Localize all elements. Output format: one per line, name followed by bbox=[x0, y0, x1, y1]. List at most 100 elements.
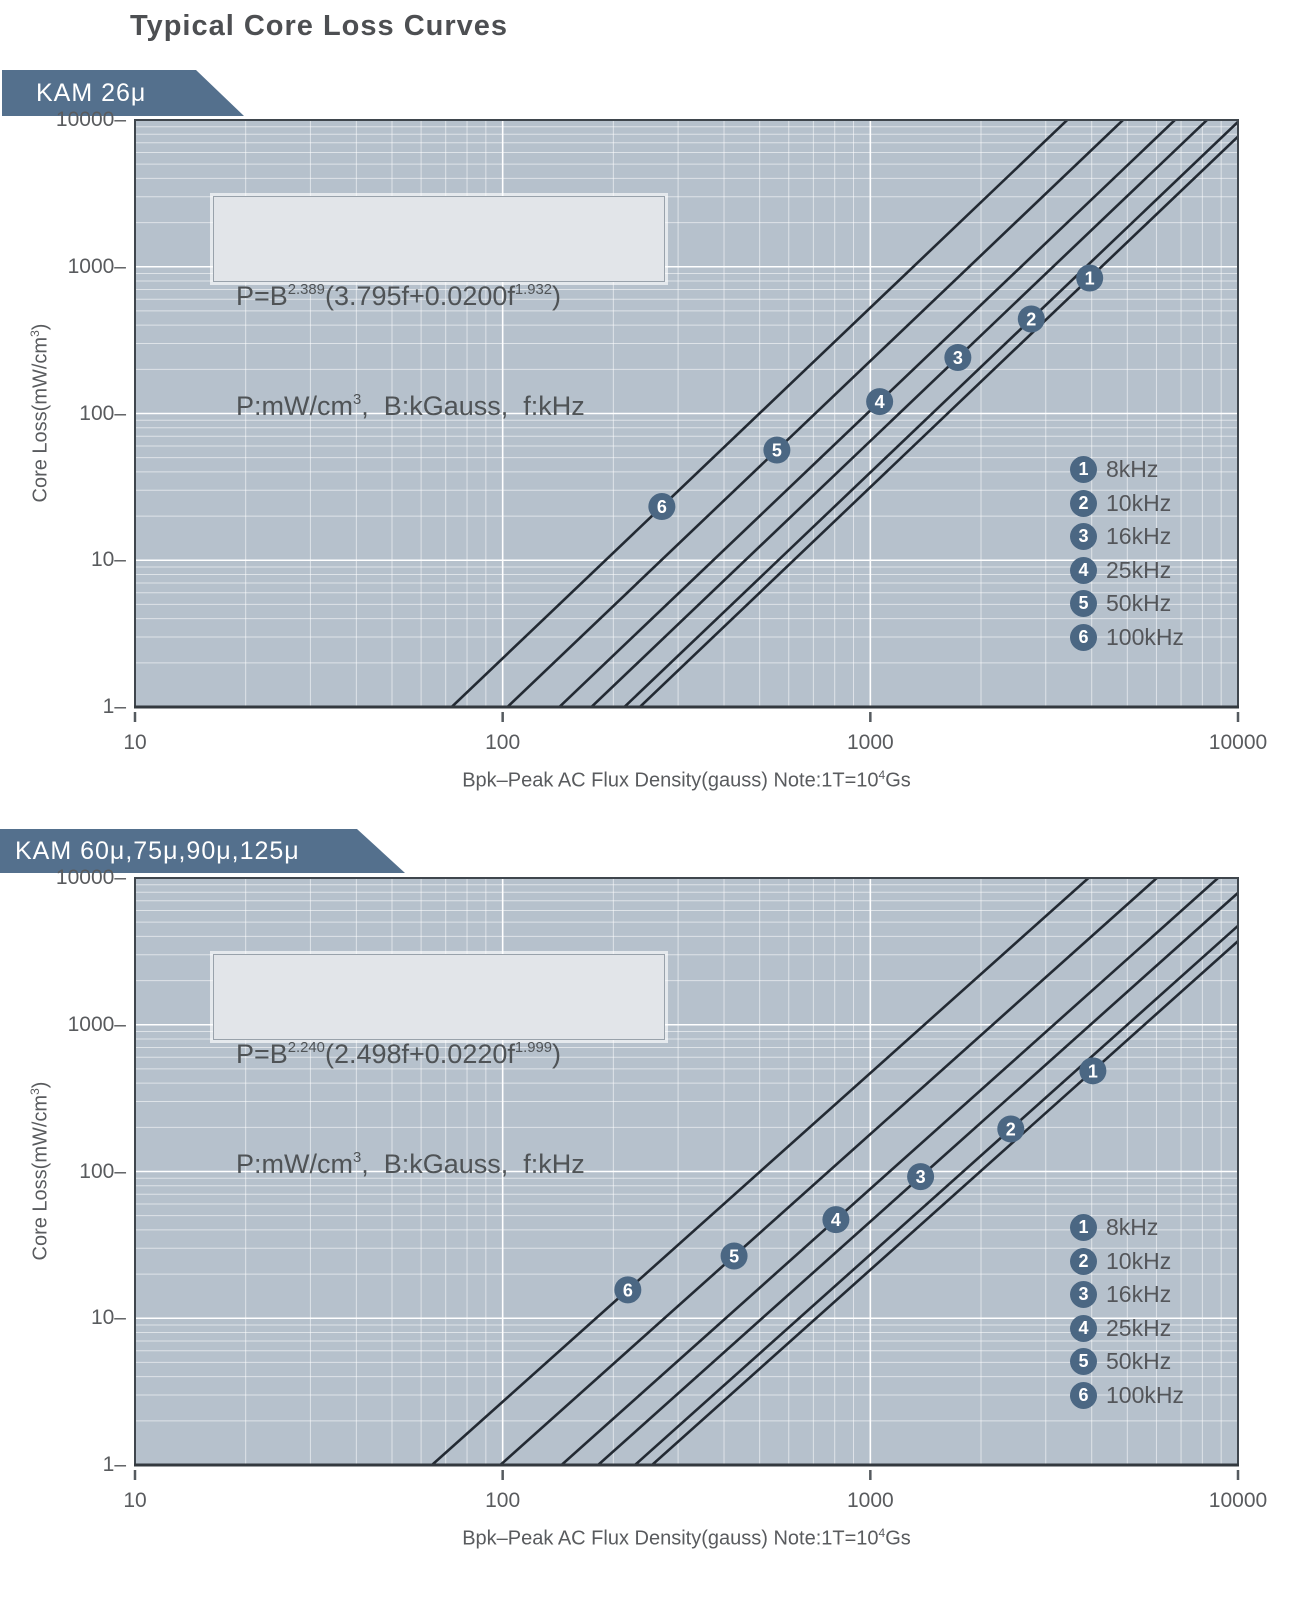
curve-line-10kHz bbox=[632, 924, 1238, 1465]
legend-label: 25kHz bbox=[1106, 556, 1172, 583]
y-tick-label: 10– bbox=[90, 548, 126, 572]
x-tick-marks bbox=[133, 1470, 1240, 1480]
curve-line-8kHz bbox=[650, 940, 1238, 1465]
curve-marker-number: 1 bbox=[1088, 1061, 1098, 1081]
plot-area: 1 2 3 4 5 6 P=B2.389(3.795f+0.0200f1.932) P:m… bbox=[56, 108, 1267, 792]
curve-marker-number: 6 bbox=[657, 497, 667, 517]
curves bbox=[449, 120, 1238, 707]
legend-row: 1 8kHz bbox=[1070, 1211, 1290, 1245]
curve-marker-3 bbox=[944, 344, 972, 372]
curve-line-16kHz bbox=[589, 120, 1209, 707]
legend-label: 8kHz bbox=[1106, 1214, 1159, 1241]
x-axis-title: Bpk–Peak AC Flux Density(gauss) Note:1T=… bbox=[462, 768, 911, 792]
curve-marker-number: 6 bbox=[623, 1280, 633, 1300]
legend-row: 2 10kHz bbox=[1070, 487, 1290, 521]
curve-marker-6 bbox=[614, 1276, 642, 1304]
legend-row: 3 16kHz bbox=[1070, 520, 1290, 554]
legend-marker-icon: 1 bbox=[1070, 1214, 1097, 1242]
legend-row: 6 100kHz bbox=[1070, 621, 1290, 655]
curve-line-10kHz bbox=[622, 120, 1238, 707]
legend-marker-icon: 5 bbox=[1070, 590, 1097, 618]
y-tick-label: 100– bbox=[79, 1159, 126, 1183]
x-tick-marks bbox=[133, 712, 1240, 722]
x-tick-labels: 10 100 1000 10000 bbox=[123, 1489, 1267, 1515]
x-tick-labels: 10 100 1000 10000 bbox=[123, 731, 1267, 757]
curve-line-8kHz bbox=[637, 135, 1238, 707]
y-tick-label: 100– bbox=[79, 401, 126, 425]
legend-marker-icon: 6 bbox=[1070, 1381, 1097, 1409]
y-tick-label: 10– bbox=[90, 1306, 126, 1330]
x-tick-label: 1000 bbox=[846, 731, 894, 754]
legend-label: 10kHz bbox=[1106, 489, 1172, 516]
curve-marker-1 bbox=[1076, 264, 1104, 292]
legend-label: 16kHz bbox=[1106, 1281, 1172, 1308]
y-tick-labels: 10000– 1000– 100– 10– 1– bbox=[2, 108, 128, 718]
curve-marker-number: 3 bbox=[916, 1167, 926, 1187]
chart-banner: KAM 60μ,75μ,90μ,125μ bbox=[0, 829, 405, 873]
curve-marker-5 bbox=[763, 436, 791, 464]
legend-label: 50kHz bbox=[1106, 1348, 1172, 1375]
curve-line-100kHz bbox=[429, 878, 1091, 1465]
x-axis-title: Bpk–Peak AC Flux Density(gauss) Note:1T=… bbox=[462, 1526, 911, 1550]
curve-marker-number: 5 bbox=[729, 1246, 739, 1266]
curve-line-16kHz bbox=[596, 891, 1238, 1465]
legend-marker-icon: 5 bbox=[1070, 1348, 1097, 1376]
formula-line-1: P=B2.389(3.795f+0.0200f1.932) bbox=[236, 281, 562, 311]
curve-line-25kHz bbox=[559, 878, 1220, 1465]
legend-label: 16kHz bbox=[1106, 523, 1172, 550]
curve-marker-number: 5 bbox=[772, 441, 782, 461]
page-title: Typical Core Loss Curves bbox=[130, 10, 509, 42]
legend-row: 3 16kHz bbox=[1070, 1278, 1290, 1312]
legend-row: 4 25kHz bbox=[1070, 554, 1290, 588]
formula-box: P=B2.389(3.795f+0.0200f1.932) P:mW/cm3, … bbox=[213, 196, 665, 421]
curve-marker-3 bbox=[907, 1163, 935, 1191]
legend: 1 8kHz 2 10kHz 3 16kHz 4 25kHz 5 50kHz 6 100kHz bbox=[1070, 453, 1290, 654]
legend-row: 2 10kHz bbox=[1070, 1245, 1290, 1279]
curve-line-50kHz bbox=[505, 120, 1125, 707]
y-tick-label: 10000– bbox=[55, 108, 126, 131]
legend-label: 100kHz bbox=[1106, 1381, 1184, 1408]
legend-marker-icon: 3 bbox=[1070, 523, 1097, 551]
curve-line-25kHz bbox=[557, 120, 1177, 707]
curve-marker-number: 3 bbox=[953, 348, 963, 368]
legend-marker-icon: 1 bbox=[1070, 456, 1097, 484]
legend-marker-icon: 4 bbox=[1070, 1314, 1097, 1342]
legend-row: 5 50kHz bbox=[1070, 587, 1290, 621]
legend-marker-icon: 6 bbox=[1070, 623, 1097, 651]
x-tick-label: 10000 bbox=[1208, 731, 1268, 754]
legend-row: 1 8kHz bbox=[1070, 453, 1290, 487]
legend-row: 5 50kHz bbox=[1070, 1345, 1290, 1379]
legend-label: 10kHz bbox=[1106, 1247, 1172, 1274]
chart-banner: KAM 26μ bbox=[2, 70, 244, 116]
plot-area: 1 2 3 4 5 6 P=B2.240(2.498f+0.0220f1.999) P:m… bbox=[56, 866, 1267, 1550]
formula-line-2: P:mW/cm3, B:kGauss, f:kHz bbox=[236, 391, 585, 421]
y-tick-label: 1000– bbox=[67, 1012, 126, 1036]
curves bbox=[429, 878, 1238, 1465]
chart-kam-60-75-90-125u: KAM 60μ,75μ,90μ,125μ Core Loss(mW/cm3) 1… bbox=[0, 878, 1310, 1600]
curve-line-50kHz bbox=[498, 878, 1159, 1465]
legend-label: 8kHz bbox=[1106, 456, 1159, 483]
curve-line-100kHz bbox=[449, 120, 1070, 707]
legend-row: 6 100kHz bbox=[1070, 1379, 1290, 1413]
curve-marker-number: 1 bbox=[1085, 269, 1095, 289]
legend: 1 8kHz 2 10kHz 3 16kHz 4 25kHz 5 50kHz 6 100kHz bbox=[1070, 1211, 1290, 1412]
y-tick-label: 10000– bbox=[55, 866, 126, 889]
x-tick-label: 10 bbox=[123, 1489, 147, 1512]
curve-marker-number: 2 bbox=[1006, 1119, 1016, 1139]
x-tick-label: 1000 bbox=[846, 1489, 894, 1512]
banner-label: KAM 26μ bbox=[36, 78, 147, 107]
legend-marker-icon: 2 bbox=[1070, 489, 1097, 517]
curve-marker-number: 2 bbox=[1026, 309, 1036, 329]
curve-marker-number: 4 bbox=[831, 1210, 841, 1230]
legend-marker-icon: 4 bbox=[1070, 556, 1097, 584]
curve-marker-5 bbox=[720, 1242, 748, 1270]
formula-line-2: P:mW/cm3, B:kGauss, f:kHz bbox=[236, 1149, 585, 1179]
y-tick-labels: 10000– 1000– 100– 10– 1– bbox=[2, 866, 128, 1476]
legend-marker-icon: 2 bbox=[1070, 1247, 1097, 1275]
legend-label: 100kHz bbox=[1106, 623, 1184, 650]
x-tick-label: 100 bbox=[485, 731, 521, 754]
curve-marker-number: 4 bbox=[875, 392, 885, 412]
x-tick-label: 10 bbox=[123, 731, 147, 754]
curve-marker-6 bbox=[648, 493, 676, 521]
